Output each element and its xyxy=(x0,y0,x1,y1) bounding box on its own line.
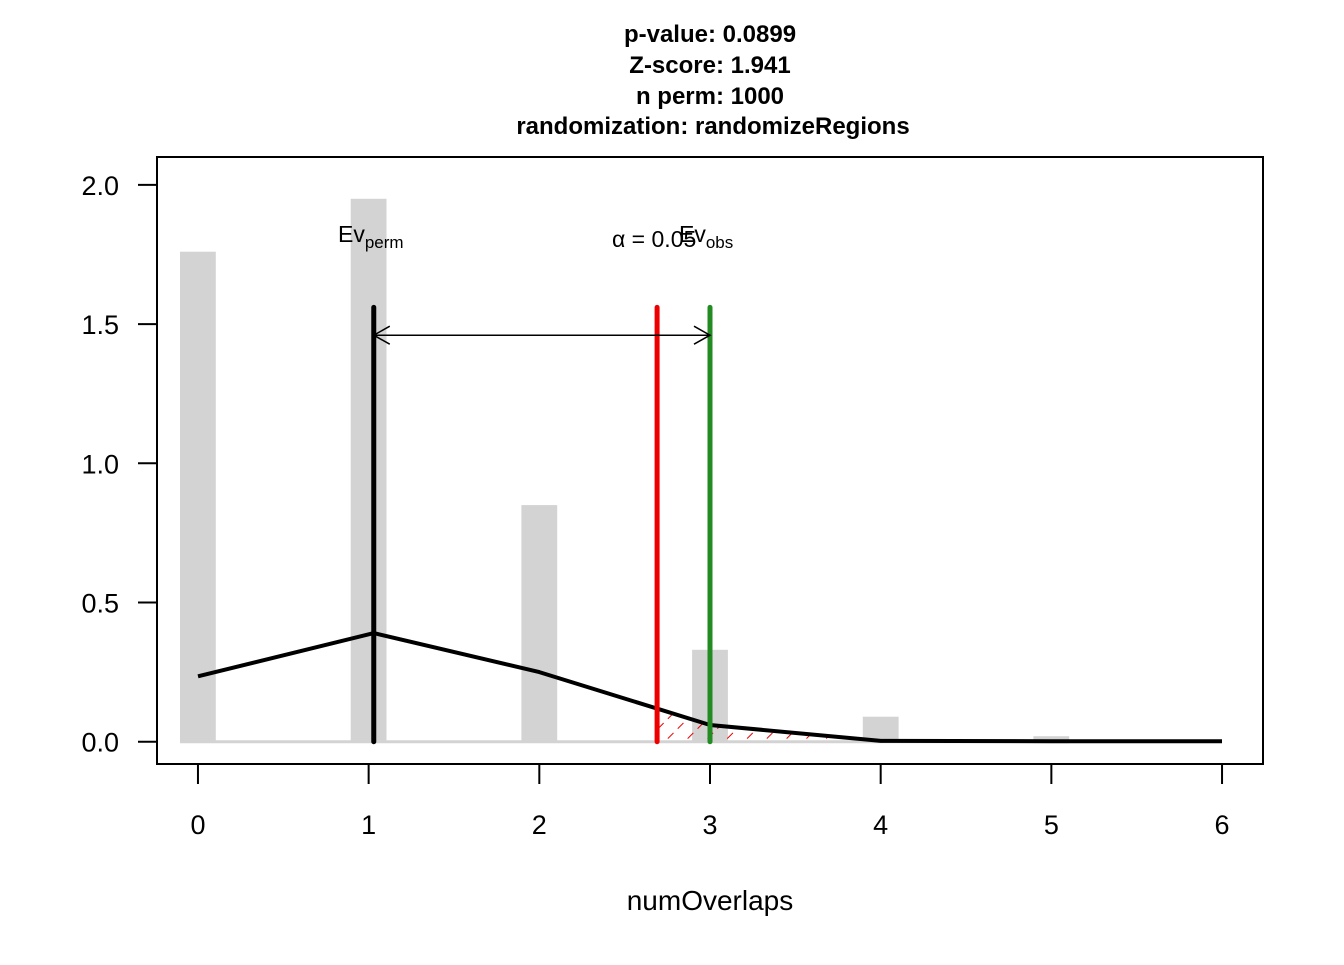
histogram-bar-1 xyxy=(350,198,387,742)
y-tick-label-1: 0.5 xyxy=(81,589,119,619)
histogram-bar-0 xyxy=(180,251,216,742)
x-axis-title: numOverlaps xyxy=(627,885,794,916)
x-tick-label-1: 1 xyxy=(361,810,376,840)
histogram-bars xyxy=(180,198,1070,744)
histogram-bar-5 xyxy=(1033,736,1070,742)
reference-lines xyxy=(371,304,713,745)
significance-region xyxy=(657,708,830,742)
x-axis: 0 1 2 3 4 5 6 xyxy=(190,763,1230,840)
y-tick-label-3: 1.5 xyxy=(81,310,119,340)
ev-obs-label: Evobs xyxy=(679,221,733,252)
x-tick-label-4: 4 xyxy=(873,810,888,840)
x-tick-label-5: 5 xyxy=(1044,810,1059,840)
y-tick-label-4: 2.0 xyxy=(81,171,119,201)
title-pvalue: p-value: 0.0899 xyxy=(624,21,796,48)
histogram-bar-2 xyxy=(521,505,558,742)
chart-title: p-value: 0.0899 Z-score: 1.941 n perm: 1… xyxy=(516,21,909,140)
histogram-bar-4 xyxy=(862,716,899,742)
ev-perm-label: Evperm xyxy=(338,221,404,252)
arrow-head-right xyxy=(693,325,712,345)
x-tick-label-0: 0 xyxy=(190,810,205,840)
title-zscore: Z-score: 1.941 xyxy=(629,52,790,79)
x-tick-label-6: 6 xyxy=(1215,810,1230,840)
alpha-label: α = 0.05 xyxy=(612,226,696,252)
y-axis: 0.0 0.5 1.0 1.5 2.0 xyxy=(81,171,158,758)
x-tick-label-3: 3 xyxy=(702,810,717,840)
title-randomization: randomization: randomizeRegions xyxy=(516,113,909,140)
arrow-head-left xyxy=(372,325,391,345)
alpha-hatch-region xyxy=(657,708,830,742)
title-nperm: n perm: 1000 xyxy=(636,83,784,110)
x-tick-label-2: 2 xyxy=(532,810,547,840)
y-tick-label-2: 1.0 xyxy=(81,449,119,479)
y-tick-label-0: 0.0 xyxy=(81,728,119,758)
